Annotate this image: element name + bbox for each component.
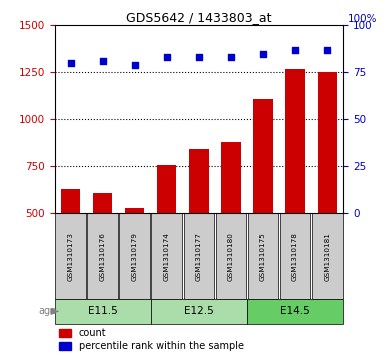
Bar [222, 142, 241, 213]
Text: GSM1310178: GSM1310178 [292, 232, 298, 281]
Text: GSM1310175: GSM1310175 [260, 232, 266, 281]
Point [324, 47, 330, 53]
Title: GDS5642 / 1433803_at: GDS5642 / 1433803_at [126, 11, 272, 24]
Text: GSM1310181: GSM1310181 [324, 232, 330, 281]
Bar [184, 213, 214, 299]
Point [99, 58, 106, 64]
Point [260, 51, 266, 57]
Bar [55, 213, 86, 299]
Bar [125, 208, 144, 213]
Bar [87, 213, 118, 299]
Bar [248, 213, 278, 299]
Text: GSM1310174: GSM1310174 [164, 232, 170, 281]
Point [132, 62, 138, 68]
Bar [280, 213, 310, 299]
Text: age: age [38, 306, 56, 317]
Text: E12.5: E12.5 [184, 306, 214, 317]
Point [292, 47, 298, 53]
Bar [151, 299, 247, 323]
Bar [312, 213, 342, 299]
Legend: count, percentile rank within the sample: count, percentile rank within the sample [59, 329, 244, 351]
Bar [157, 164, 176, 213]
Point [164, 54, 170, 60]
Bar [189, 150, 209, 213]
Text: GSM1310177: GSM1310177 [196, 232, 202, 281]
Text: E11.5: E11.5 [88, 306, 117, 317]
Bar [317, 72, 337, 213]
Text: E14.5: E14.5 [280, 306, 310, 317]
Bar [119, 213, 150, 299]
Bar [151, 213, 182, 299]
Bar [93, 193, 112, 213]
Bar [285, 69, 305, 213]
Bar [55, 299, 151, 323]
Text: GSM1310180: GSM1310180 [228, 232, 234, 281]
Bar [61, 189, 80, 213]
Text: GSM1310173: GSM1310173 [67, 232, 74, 281]
Text: GSM1310179: GSM1310179 [132, 232, 138, 281]
Text: 100%: 100% [347, 14, 377, 24]
Point [67, 60, 74, 66]
Point [196, 54, 202, 60]
Bar [247, 299, 343, 323]
Bar [216, 213, 246, 299]
Text: GSM1310176: GSM1310176 [100, 232, 106, 281]
Point [228, 54, 234, 60]
Bar [254, 99, 273, 213]
